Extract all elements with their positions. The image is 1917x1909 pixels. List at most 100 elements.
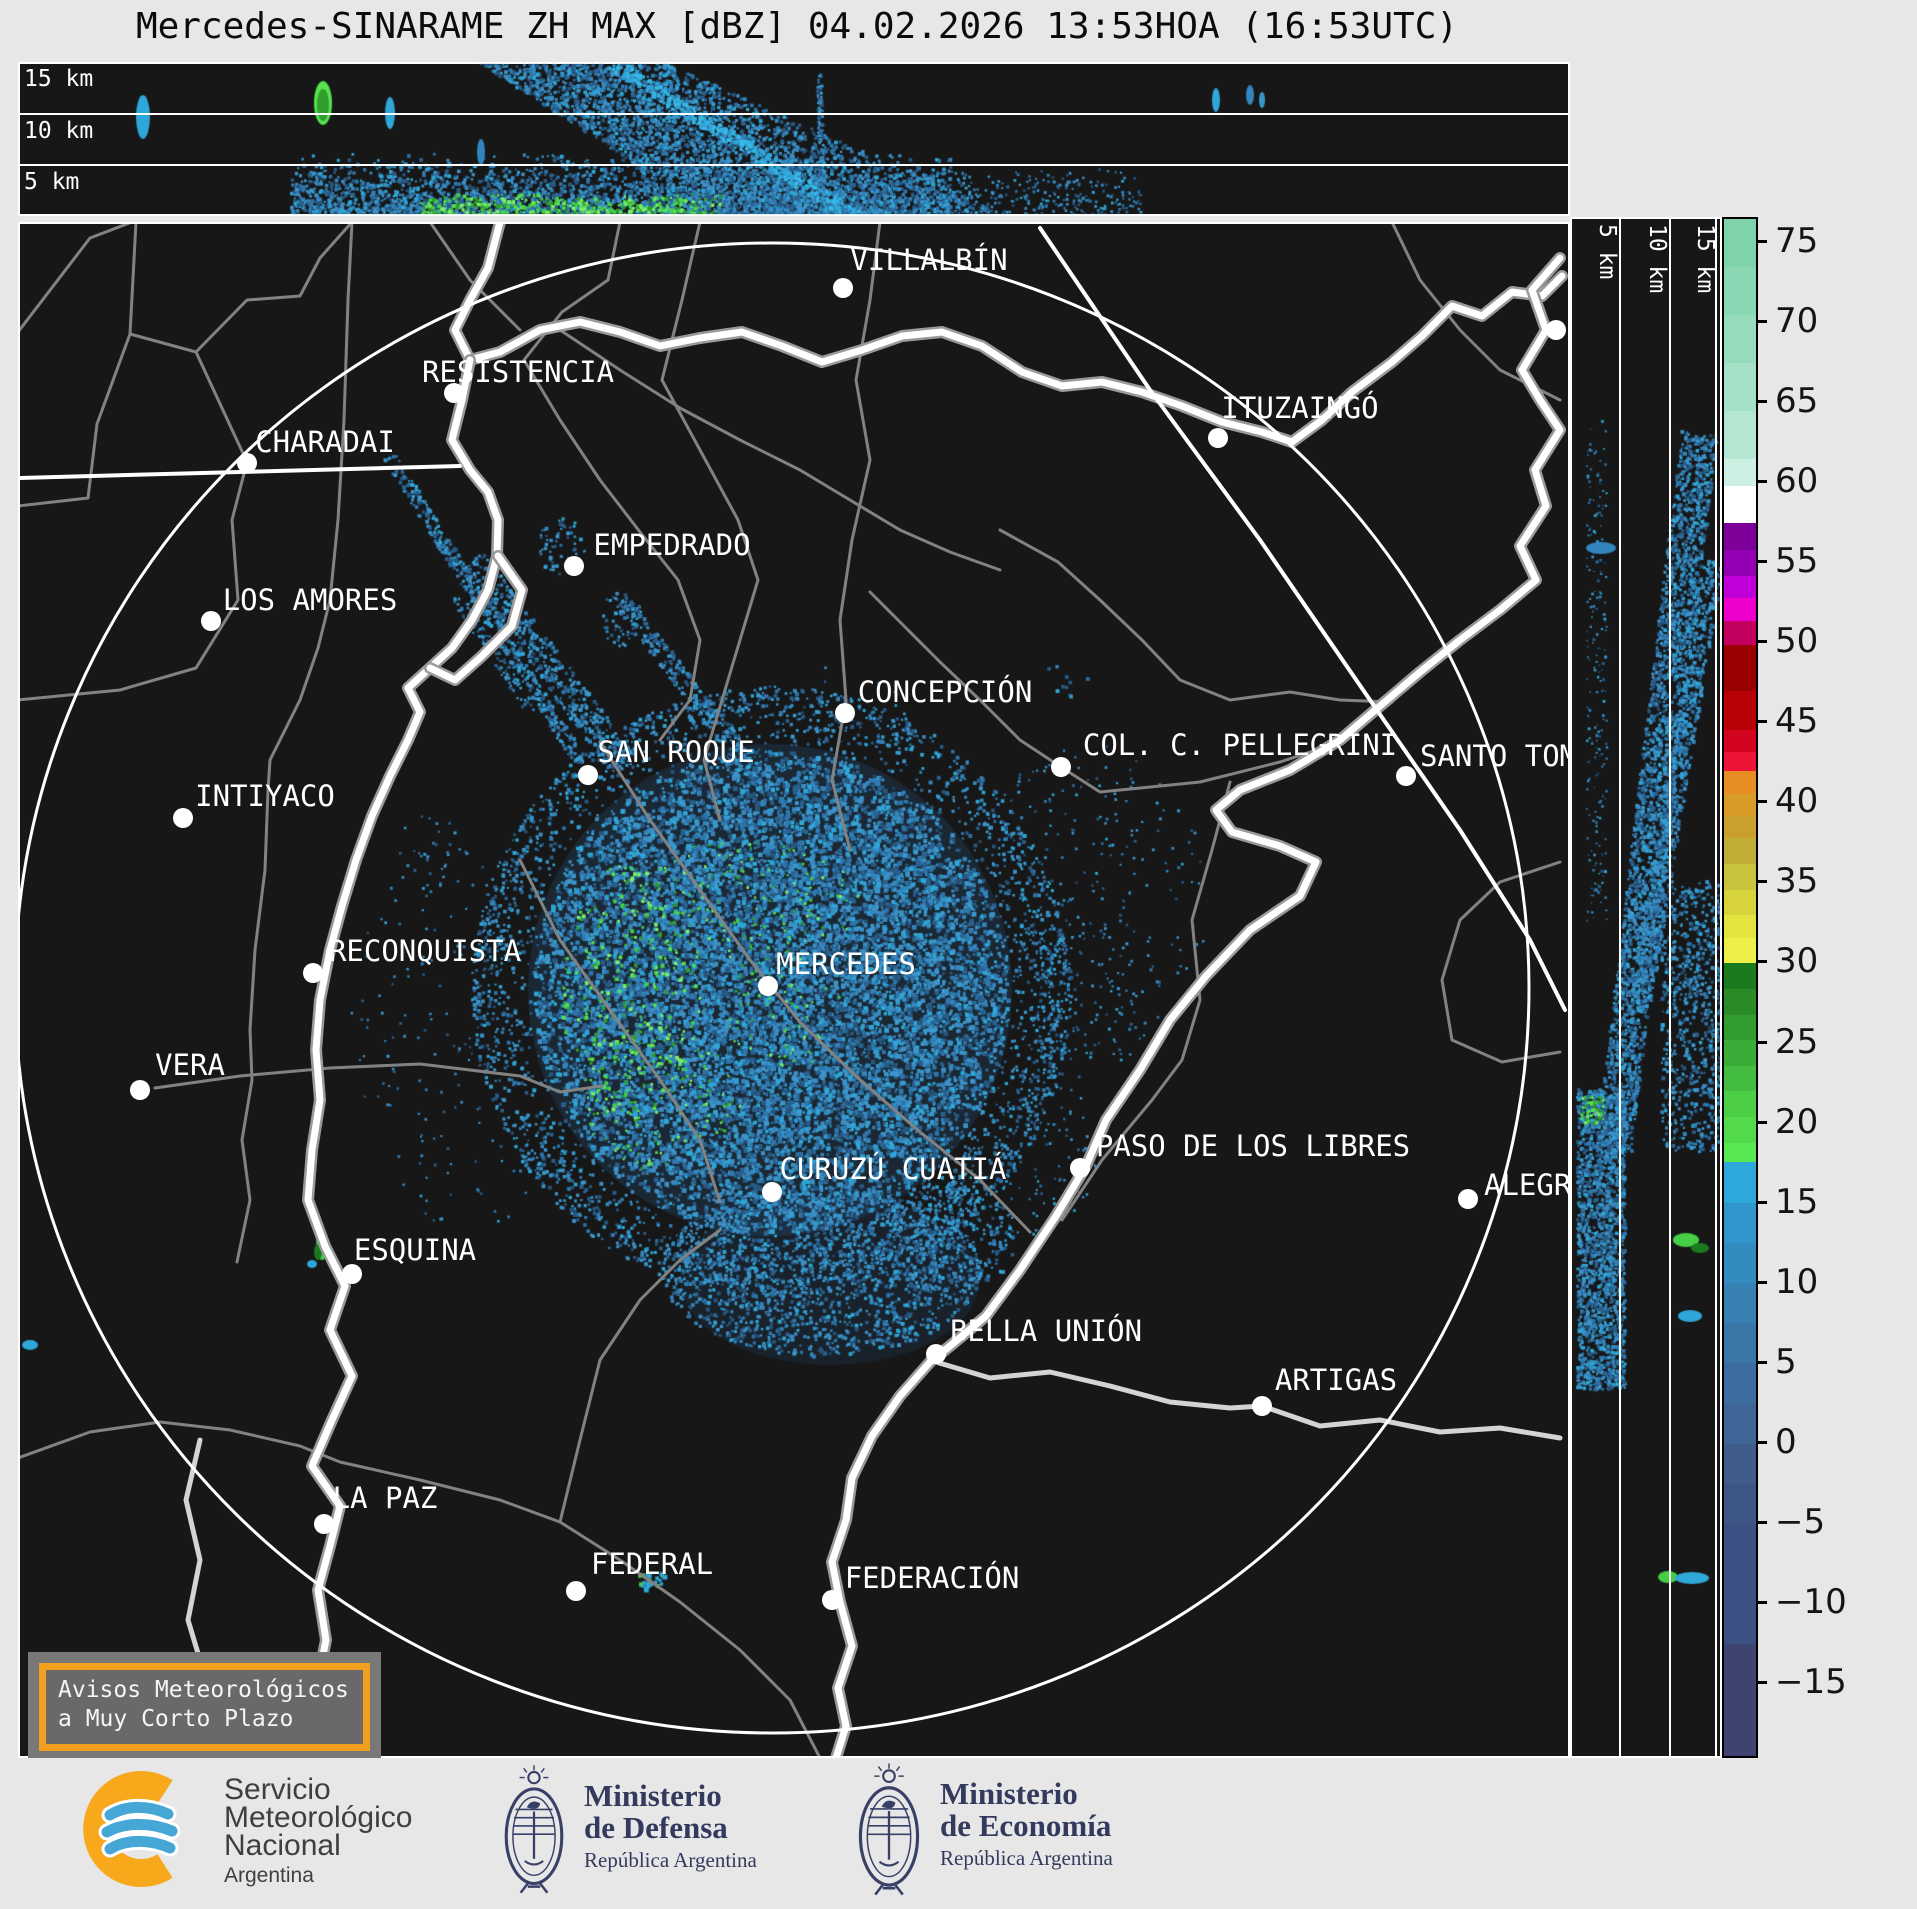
colorbar-tick-label: 60 bbox=[1775, 461, 1819, 502]
colorbar-tick bbox=[1758, 320, 1767, 324]
colorbar-band bbox=[1724, 729, 1756, 753]
colorbar-band bbox=[1724, 523, 1756, 551]
colorbar-band bbox=[1724, 1443, 1756, 1484]
top-panel-10km-label: 10 km bbox=[24, 118, 94, 144]
right-panel-5km-label: 5 km bbox=[1594, 224, 1620, 280]
colorbar-tick-label: 25 bbox=[1775, 1021, 1819, 1062]
colorbar-tick bbox=[1758, 800, 1767, 804]
colorbar-band bbox=[1724, 620, 1756, 645]
colorbar-tick bbox=[1758, 240, 1767, 244]
colorbar-band bbox=[1724, 816, 1756, 839]
smn-logo-block: Servicio Meteorológico Nacional Argentin… bbox=[62, 1770, 412, 1888]
colorbar-band bbox=[1724, 793, 1756, 817]
dbz-colorbar bbox=[1722, 217, 1758, 1758]
defensa-line2: de Defensa bbox=[584, 1810, 728, 1845]
colorbar-band bbox=[1724, 771, 1756, 794]
colorbar-tick-label: 55 bbox=[1775, 541, 1819, 582]
colorbar-band bbox=[1724, 644, 1756, 692]
colorbar-tick-label: 20 bbox=[1775, 1101, 1819, 1142]
colorbar-tick-label: 75 bbox=[1775, 221, 1819, 262]
smn-logo-icon bbox=[83, 1771, 181, 1887]
map-panel bbox=[18, 222, 1570, 1758]
colorbar-band bbox=[1724, 1283, 1756, 1324]
colorbar-band bbox=[1724, 963, 1756, 989]
colorbar-band bbox=[1724, 550, 1756, 576]
economia-line1: Ministerio bbox=[940, 1776, 1078, 1811]
top-panel-5km-label: 5 km bbox=[24, 169, 80, 195]
defensa-line1: Ministerio bbox=[584, 1778, 722, 1813]
colorbar-band bbox=[1724, 752, 1756, 772]
colorbar-tick bbox=[1758, 1440, 1767, 1444]
colorbar-tick bbox=[1758, 400, 1767, 404]
colorbar-band bbox=[1724, 1403, 1756, 1444]
colorbar-tick bbox=[1758, 1280, 1767, 1284]
colorbar-band bbox=[1724, 1243, 1756, 1284]
colorbar-tick-label: 5 bbox=[1775, 1341, 1797, 1382]
top-panel-15km-label: 15 km bbox=[24, 66, 94, 92]
colorbar-band bbox=[1724, 838, 1756, 865]
colorbar-band bbox=[1724, 1065, 1756, 1092]
colorbar-band bbox=[1724, 889, 1756, 916]
colorbar-tick bbox=[1758, 1040, 1767, 1044]
colorbar-band bbox=[1724, 1142, 1756, 1162]
smn-name-line4: Argentina bbox=[224, 1864, 314, 1887]
colorbar-band bbox=[1724, 1161, 1756, 1204]
colorbar-tick bbox=[1758, 1680, 1767, 1684]
economia-line2: de Economía bbox=[940, 1808, 1112, 1843]
colorbar-band bbox=[1724, 988, 1756, 1015]
coat-of-arms-icon bbox=[858, 1763, 920, 1896]
right-panel-10km-label: 10 km bbox=[1644, 224, 1670, 294]
defensa-line3: República Argentina bbox=[584, 1848, 757, 1872]
right-panel-15km-label: 15 km bbox=[1692, 224, 1718, 294]
colorbar-band bbox=[1724, 315, 1756, 364]
top-profile-panel bbox=[18, 62, 1570, 216]
colorbar-band bbox=[1724, 1091, 1756, 1117]
colorbar-band bbox=[1724, 937, 1756, 964]
colorbar-tick-label: 10 bbox=[1775, 1261, 1819, 1302]
colorbar-tick-label: 0 bbox=[1775, 1421, 1797, 1462]
colorbar-tick-label: 50 bbox=[1775, 621, 1819, 662]
colorbar-band bbox=[1724, 363, 1756, 412]
colorbar-tick bbox=[1758, 960, 1767, 964]
colorbar-band bbox=[1724, 267, 1756, 316]
economia-line3: República Argentina bbox=[940, 1846, 1113, 1870]
colorbar-band bbox=[1724, 411, 1756, 460]
alert-box[interactable]: Avisos Meteorológicos a Muy Corto Plazo bbox=[28, 1652, 381, 1762]
colorbar-tick bbox=[1758, 480, 1767, 484]
page-title: Mercedes-SINARAME ZH MAX [dBZ] 04.02.202… bbox=[135, 6, 1459, 47]
colorbar-tick bbox=[1758, 1200, 1767, 1204]
colorbar-band bbox=[1724, 219, 1756, 268]
colorbar-tick bbox=[1758, 1520, 1767, 1524]
colorbar-tick-label: 40 bbox=[1775, 781, 1819, 822]
colorbar-band bbox=[1724, 864, 1756, 890]
colorbar-band bbox=[1724, 1363, 1756, 1404]
colorbar-tick bbox=[1758, 1120, 1767, 1124]
colorbar-tick bbox=[1758, 880, 1767, 884]
colorbar-band bbox=[1724, 1040, 1756, 1066]
colorbar-tick-label: 35 bbox=[1775, 861, 1819, 902]
footer: Servicio Meteorológico Nacional Argentin… bbox=[0, 1758, 1917, 1909]
smn-name-line1: Servicio bbox=[224, 1773, 331, 1806]
colorbar-band bbox=[1724, 691, 1756, 730]
colorbar-tick bbox=[1758, 720, 1767, 724]
colorbar-tick bbox=[1758, 640, 1767, 644]
colorbar-band bbox=[1724, 915, 1756, 938]
colorbar-band bbox=[1724, 1483, 1756, 1524]
smn-name-line3: Nacional bbox=[224, 1829, 341, 1862]
colorbar-band bbox=[1724, 1203, 1756, 1244]
colorbar-band bbox=[1724, 1116, 1756, 1143]
right-profile-panel bbox=[1570, 217, 1722, 1758]
colorbar-tick-label: 45 bbox=[1775, 701, 1819, 742]
colorbar-band bbox=[1724, 1643, 1756, 1756]
colorbar-band bbox=[1724, 575, 1756, 599]
colorbar-tick-label: 30 bbox=[1775, 941, 1819, 982]
colorbar-band bbox=[1724, 1523, 1756, 1644]
coat-of-arms-icon bbox=[504, 1765, 564, 1894]
colorbar-tick bbox=[1758, 560, 1767, 564]
colorbar-tick-label: −5 bbox=[1775, 1501, 1826, 1542]
alert-box-line2: a Muy Corto Plazo bbox=[58, 1706, 294, 1732]
ministry-economia-block: Ministerio de Economía República Argenti… bbox=[852, 1762, 1113, 1896]
ministry-defensa-block: Ministerio de Defensa República Argentin… bbox=[498, 1764, 757, 1894]
colorbar-tick-label: 15 bbox=[1775, 1181, 1819, 1222]
